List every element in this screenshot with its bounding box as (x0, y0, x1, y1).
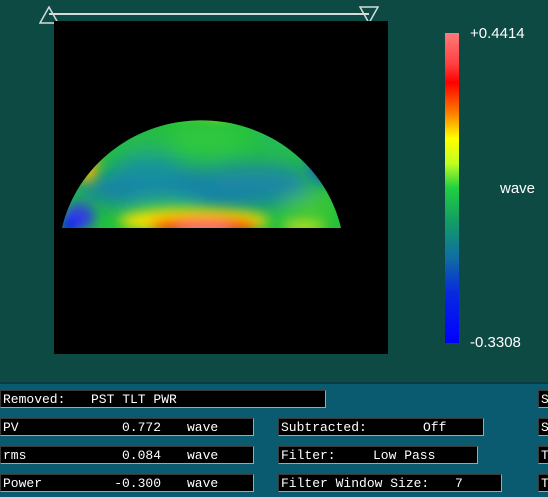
surface-map-view[interactable] (54, 21, 388, 354)
right-edge-button-3[interactable]: T (538, 446, 548, 464)
filter-value: Low Pass (373, 448, 436, 463)
pv-label: PV (3, 420, 19, 435)
rms-value: 0.084 (121, 448, 161, 463)
color-scale-bar (445, 33, 459, 343)
rms-field: rms 0.084 wave (0, 446, 254, 464)
filter-window-size-value: 7 (455, 476, 463, 491)
map-area: +0.4414 wave -0.3308 (39, 6, 536, 354)
results-panel: Removed: PST TLT PWR PV 0.772 wave rms 0… (0, 382, 548, 497)
filter-window-size-control[interactable]: Filter Window Size: 7 (278, 474, 502, 492)
pv-field: PV 0.772 wave (0, 418, 254, 436)
right-edge-button-1-label: S (541, 391, 548, 407)
color-scale-unit-label: wave (500, 180, 536, 197)
right-edge-button-4-label: T (541, 475, 548, 491)
power-label: Power (3, 476, 43, 491)
removed-value: PST TLT PWR (91, 392, 177, 407)
slider-right-handle-icon[interactable] (359, 6, 379, 24)
right-edge-button-1[interactable]: S (538, 390, 548, 408)
filter-window-size-label: Filter Window Size: (281, 476, 430, 491)
power-field: Power -0.300 wave (0, 474, 254, 492)
color-scale-min-label: -0.3308 (470, 334, 521, 351)
slider-left-handle-icon[interactable] (39, 6, 59, 24)
color-scale-max-label: +0.4414 (470, 25, 525, 42)
right-edge-button-3-label: T (541, 447, 548, 463)
subtracted-value: Off (423, 420, 447, 435)
removed-field: Removed: PST TLT PWR (0, 390, 326, 408)
pv-value: 0.772 (121, 420, 161, 435)
subtracted-control[interactable]: Subtracted: Off (278, 418, 484, 436)
right-edge-button-4[interactable]: T (538, 474, 548, 492)
power-unit: wave (187, 476, 219, 491)
right-edge-button-2[interactable]: S (538, 418, 548, 436)
wavefront-map (62, 120, 341, 228)
power-value: -0.300 (114, 476, 161, 491)
filter-control[interactable]: Filter: Low Pass (278, 446, 478, 464)
rms-label: rms (3, 448, 27, 463)
removed-label: Removed: (3, 392, 66, 407)
slider-track[interactable] (49, 13, 369, 15)
right-edge-button-2-label: S (541, 419, 548, 435)
subtracted-label: Subtracted: (281, 420, 367, 435)
rms-unit: wave (187, 448, 219, 463)
filter-label: Filter: (281, 448, 336, 463)
pv-unit: wave (187, 420, 219, 435)
